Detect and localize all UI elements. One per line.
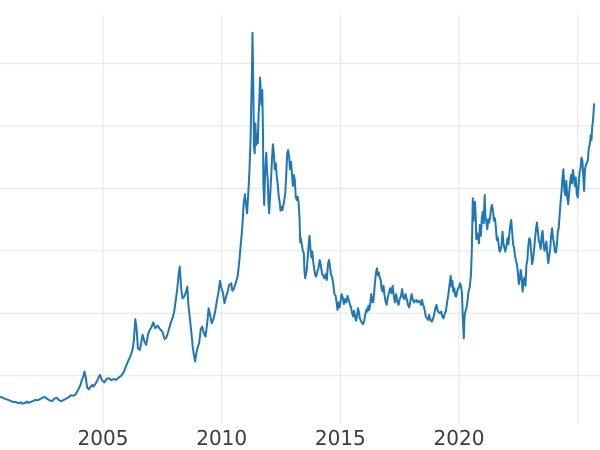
- x-tick-label: 2020: [434, 426, 485, 450]
- price-series-line: [0, 31, 596, 405]
- vertical-gridlines: [102, 15, 579, 424]
- x-axis-tick-labels: 2005 2010 2015 2020: [78, 426, 485, 450]
- x-tick-label: 2010: [196, 426, 247, 450]
- price-series: [0, 31, 596, 405]
- x-tick-label: 2015: [315, 426, 366, 450]
- horizontal-gridlines: [0, 62, 600, 377]
- x-tick-label: 2005: [78, 426, 129, 450]
